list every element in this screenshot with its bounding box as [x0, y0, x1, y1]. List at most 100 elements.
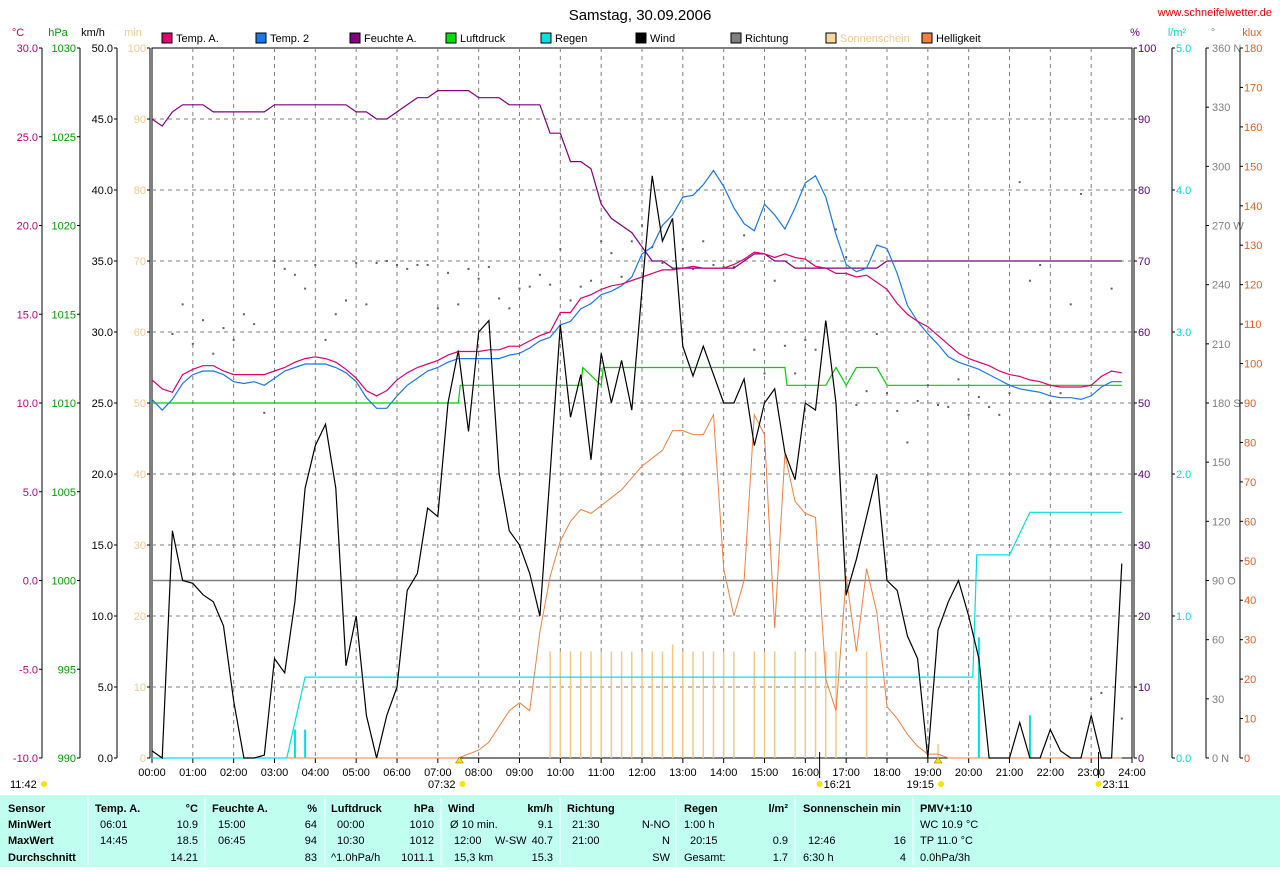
direction-point	[467, 267, 470, 270]
axis-label-direction: 120	[1212, 516, 1230, 528]
rain-1h-label: 1:00 h	[684, 819, 715, 831]
direction-point	[1059, 392, 1062, 395]
axis-label-light: 170	[1244, 82, 1262, 94]
axis-label-humidity: 40	[1138, 469, 1150, 481]
axis-label-humidity: 90	[1138, 114, 1150, 126]
axis-label-temp: 15.0	[17, 309, 38, 321]
moonset-icon	[816, 781, 823, 787]
humidity-max-time: 06:45	[218, 835, 246, 847]
direction-point	[600, 240, 603, 243]
direction-point	[1008, 392, 1011, 395]
direction-point	[1018, 181, 1021, 184]
table-header: Richtung	[567, 803, 615, 815]
rain-max-value: 0.9	[773, 835, 788, 847]
x-tick-label: 06:00	[383, 767, 411, 779]
sunshine-total-value: 4	[900, 852, 906, 864]
direction-point	[477, 277, 480, 280]
legend-swatch	[255, 32, 267, 44]
axis-label-sun: 50	[134, 398, 146, 410]
wind-avg-value: 9.1	[538, 819, 553, 831]
direction-point	[242, 313, 245, 316]
pressure-trend: ^1.0hPa/h	[331, 852, 380, 864]
x-tick-label: 00:00	[138, 767, 166, 779]
direction-point	[1069, 303, 1072, 306]
x-tick-label: 15:00	[751, 767, 779, 779]
direction-point	[436, 307, 439, 310]
x-tick-label: 01:00	[179, 767, 207, 779]
temp-min-time: 06:01	[100, 819, 128, 831]
temp-max: 18.5	[177, 835, 198, 847]
direction-point	[191, 342, 194, 345]
x-tick-label: 21:00	[996, 767, 1024, 779]
axis-unit-rain: l/m²	[1168, 27, 1187, 39]
direction-point	[896, 409, 899, 412]
axis-label-wind: 10.0	[92, 611, 113, 623]
sunrise-marker	[455, 756, 464, 764]
pressure-avg: 1011.1	[401, 852, 434, 864]
axis-label-light: 110	[1244, 319, 1262, 331]
axis-label-wind: 15.0	[92, 540, 113, 552]
table-row-label: Durchschnitt	[8, 852, 76, 864]
legend-label: Sonnenschein	[840, 33, 910, 45]
legend-label: Temp. A.	[176, 33, 219, 45]
direction-point	[1110, 287, 1113, 290]
direction-point	[967, 413, 970, 416]
direction-point	[181, 303, 184, 306]
pmv-pressure-trend: 0.0hPa/3h	[920, 852, 970, 864]
direction-point	[814, 348, 817, 351]
axis-label-light: 40	[1244, 595, 1256, 607]
direction-point	[875, 332, 878, 335]
axis-label-temp: 0.0	[23, 576, 38, 588]
direction-point	[661, 261, 664, 264]
table-header: l/m²	[768, 803, 788, 815]
table-header: Wind	[448, 803, 475, 815]
humidity-min-time: 15:00	[218, 819, 246, 831]
x-tick-label: 24:00	[1118, 767, 1146, 779]
direction-point	[447, 271, 450, 274]
table-header: Sensor	[8, 803, 46, 815]
table-header: Temp. A.	[95, 803, 140, 815]
sunrise-icon	[459, 781, 466, 787]
axis-label-pressure: 1010	[52, 398, 76, 410]
direction-point	[385, 260, 388, 262]
axis-label-wind: 40.0	[92, 185, 113, 197]
direction-point	[773, 279, 776, 282]
axis-label-sun: 30	[134, 540, 146, 552]
x-tick-label: 07:00	[424, 767, 452, 779]
x-tick-label: 09:00	[506, 767, 534, 779]
direction-point	[498, 297, 501, 300]
axis-label-wind: 20.0	[92, 469, 113, 481]
temp-avg: 14.21	[170, 852, 198, 864]
direction-point	[712, 263, 715, 266]
wind-avg-label: Ø 10 min.	[450, 819, 498, 831]
axis-label-humidity: 10	[1138, 682, 1150, 694]
direction-point	[865, 390, 868, 393]
axis-label-pressure: 1015	[52, 309, 76, 321]
axis-label-pressure: 1005	[52, 487, 76, 499]
axis-label-light: 140	[1244, 201, 1262, 213]
axis-unit-light: klux	[1242, 27, 1262, 39]
legend-label: Helligkeit	[936, 33, 981, 45]
direction-value-3: SW	[652, 852, 670, 864]
axis-label-humidity: 30	[1138, 540, 1150, 552]
legend-label: Luftdruck	[460, 33, 506, 45]
direction-point	[1120, 717, 1123, 720]
direction-point	[1079, 192, 1082, 195]
sunrise-label: 07:32	[428, 779, 456, 791]
wind-max-dir: W-SW	[495, 835, 527, 847]
direction-point	[457, 303, 460, 306]
chart-title: Samstag, 30.09.2006	[569, 7, 712, 24]
humidity-max: 94	[305, 835, 317, 847]
direction-point	[314, 263, 317, 266]
axis-label-rain: 2.0	[1176, 469, 1191, 481]
x-tick-label: 03:00	[261, 767, 289, 779]
axis-label-pressure: 1030	[52, 43, 76, 55]
axis-label-sun: 60	[134, 327, 146, 339]
axis-label-sun: 70	[134, 256, 146, 268]
direction-point	[222, 327, 225, 330]
humidity-avg: 83	[305, 852, 317, 864]
direction-point	[579, 285, 582, 288]
axis-label-light: 180	[1244, 43, 1262, 55]
axis-label-pressure: 1025	[52, 132, 76, 144]
